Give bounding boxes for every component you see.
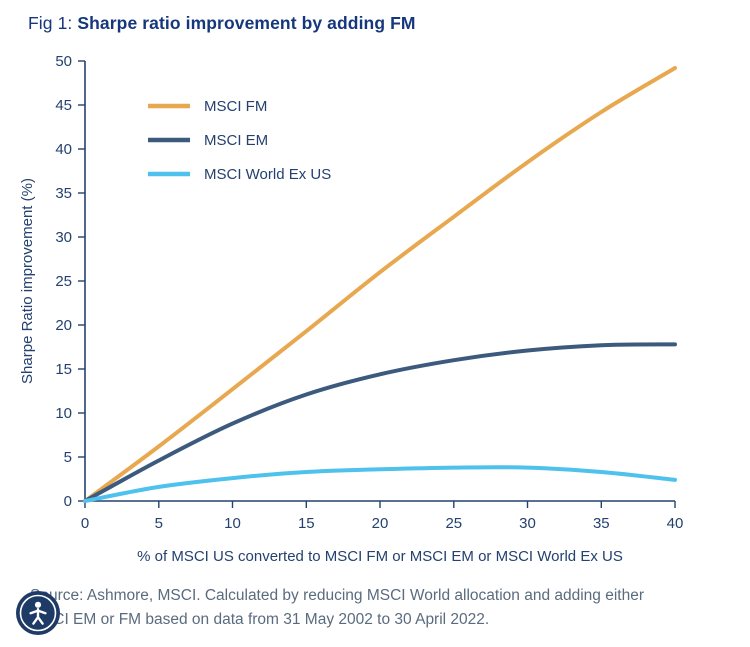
y-tick-label: 50	[55, 53, 72, 70]
y-tick-label: 10	[55, 405, 72, 422]
y-tick-label: 0	[64, 493, 72, 510]
accessibility-person-icon	[16, 591, 60, 635]
legend-item: MSCI World Ex US	[148, 166, 331, 183]
source-line-1: Source: Ashmore, MSCI. Calculated by red…	[30, 587, 644, 604]
series-line	[83, 342, 677, 503]
x-axis-title: % of MSCI US converted to MSCI FM or MSC…	[137, 548, 623, 565]
source-note: Source: Ashmore, MSCI. Calculated by red…	[30, 584, 750, 632]
x-tick-label: 40	[667, 515, 684, 532]
y-tick-label: 15	[55, 361, 72, 378]
y-axis: 0 5 10 15 20 25 30 35 40 45 50	[55, 53, 86, 510]
y-axis-title: Sharpe Ratio improvement (%)	[19, 178, 36, 384]
x-tick-label: 30	[519, 515, 536, 532]
accessibility-widget-button[interactable]	[15, 590, 61, 636]
y-tick-label: 40	[55, 141, 72, 158]
x-tick-label: 20	[372, 515, 389, 532]
x-tick-label: 5	[155, 515, 163, 532]
y-tick-label: 45	[55, 97, 72, 114]
series-line	[83, 465, 677, 503]
x-tick-label: 35	[593, 515, 610, 532]
legend-item: MSCI EM	[148, 132, 268, 149]
x-tick-label: 25	[445, 515, 462, 532]
source-line-2: MSCI EM or FM based on data from 31 May …	[30, 611, 490, 629]
figure-label: Fig 1:	[28, 13, 73, 33]
y-tick-label: 35	[55, 185, 72, 202]
x-axis: 0 5 10 15 20 25 30 35 40	[81, 500, 684, 532]
series-line	[83, 66, 677, 503]
x-tick-label: 0	[81, 515, 89, 532]
legend-label: MSCI World Ex US	[204, 166, 331, 183]
figure-title: Fig 1: Sharpe ratio improvement by adding…	[0, 0, 750, 34]
legend-label: MSCI FM	[204, 98, 267, 115]
figure-title-text: Sharpe ratio improvement by adding FM	[77, 13, 416, 33]
x-tick-label: 10	[224, 515, 241, 532]
y-tick-label: 30	[55, 229, 72, 246]
legend: MSCI FM MSCI EM MSCI World Ex US	[148, 98, 331, 183]
legend-item: MSCI FM	[148, 98, 267, 115]
x-tick-label: 15	[298, 515, 315, 532]
sharpe-ratio-line-chart: 0 5 10 15 20 25 30 35 40 45 50 0 5 10 15 20 25 30 35 40 % of…	[19, 53, 684, 565]
y-tick-label: 20	[55, 317, 72, 334]
y-tick-label: 25	[55, 273, 72, 290]
legend-label: MSCI EM	[204, 132, 268, 149]
y-tick-label: 5	[64, 449, 72, 466]
